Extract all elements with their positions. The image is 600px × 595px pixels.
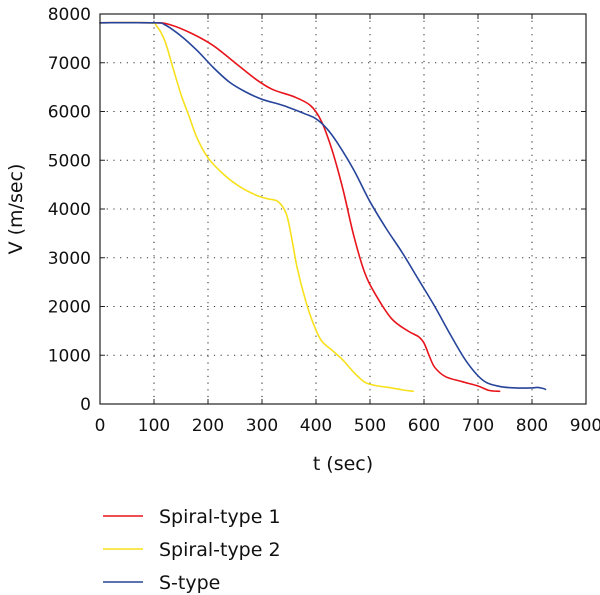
y-tick-label: 4000 bbox=[48, 200, 91, 220]
x-tick-label: 600 bbox=[408, 416, 440, 436]
legend-label-spiral-type-1: Spiral-type 1 bbox=[159, 506, 281, 528]
x-tick-label: 100 bbox=[138, 416, 170, 436]
x-tick-label: 700 bbox=[462, 416, 494, 436]
x-tick-label: 900 bbox=[570, 416, 600, 436]
series-line-spiral-type-1 bbox=[99, 21, 501, 393]
x-tick-label: 0 bbox=[95, 416, 106, 436]
legend-label-spiral-type-2: Spiral-type 2 bbox=[159, 539, 281, 561]
x-tick-label: 200 bbox=[192, 416, 224, 436]
legend-label-s-type: S-type bbox=[159, 572, 220, 594]
series-layer bbox=[99, 21, 547, 393]
series-line-spiral-type-2 bbox=[99, 21, 414, 393]
axis-ticks: 0 100 200 300 400 500 600 700 800 900 0 1000 2000 300… bbox=[48, 5, 600, 436]
x-tick-label: 800 bbox=[516, 416, 548, 436]
y-axis-label: V (m/sec) bbox=[5, 164, 27, 255]
legend: Spiral-type 1 Spiral-type 2 S-type bbox=[103, 506, 281, 594]
y-tick-label: 1000 bbox=[48, 346, 91, 366]
y-tick-label: 5000 bbox=[48, 151, 91, 171]
plot-frame bbox=[99, 13, 587, 405]
series-line-s-type bbox=[99, 21, 547, 391]
x-tick-label: 300 bbox=[246, 416, 278, 436]
grid-lines bbox=[100, 14, 586, 404]
y-tick-label: 2000 bbox=[48, 298, 91, 318]
x-tick-label: 500 bbox=[354, 416, 386, 436]
y-tick-label: 3000 bbox=[48, 249, 91, 269]
y-tick-label: 6000 bbox=[48, 103, 91, 123]
x-axis-label: t (sec) bbox=[313, 453, 373, 475]
y-tick-label: 8000 bbox=[48, 5, 91, 25]
x-tick-label: 400 bbox=[300, 416, 332, 436]
y-tick-label: 7000 bbox=[48, 54, 91, 74]
y-tick-label: 0 bbox=[80, 395, 91, 415]
